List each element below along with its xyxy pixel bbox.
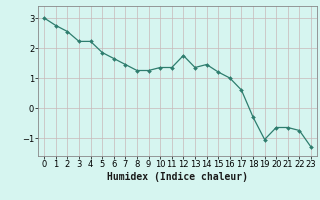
- X-axis label: Humidex (Indice chaleur): Humidex (Indice chaleur): [107, 172, 248, 182]
